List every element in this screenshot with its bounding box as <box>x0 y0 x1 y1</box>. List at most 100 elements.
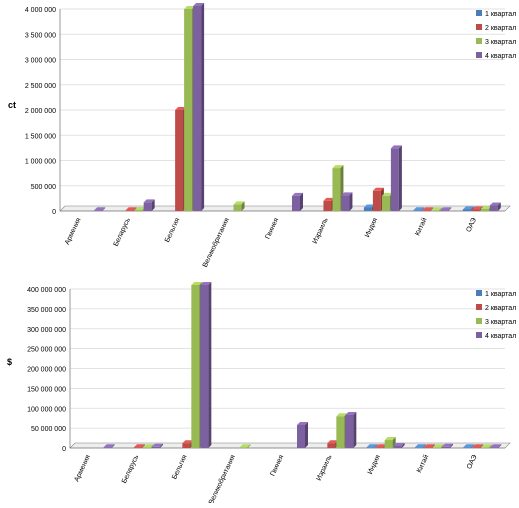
bar-side <box>398 145 402 211</box>
bar-top <box>363 204 375 208</box>
bar-side <box>498 444 502 448</box>
bar <box>345 412 357 448</box>
bar-side <box>353 412 357 448</box>
bar-front <box>431 210 440 211</box>
bar-front <box>433 447 441 448</box>
bar <box>143 199 155 211</box>
bar-top <box>381 192 393 196</box>
y-tick-label: 100 000 000 <box>27 406 66 413</box>
bar-front <box>134 209 143 211</box>
bar-top <box>415 444 426 448</box>
bar-side <box>102 207 106 211</box>
bar-side <box>432 444 435 448</box>
bar-side <box>201 2 205 211</box>
bar-front <box>384 440 393 448</box>
bar-front <box>472 447 481 448</box>
bar <box>366 444 378 448</box>
bar-side <box>151 199 155 211</box>
bar-top <box>239 444 251 448</box>
x-tick-label: Китай <box>415 453 430 474</box>
bar-top <box>413 207 425 211</box>
bar-top <box>490 444 502 448</box>
bar <box>94 207 106 211</box>
x-tick-label: Индия <box>367 454 382 476</box>
y-axis-title: $ <box>7 357 12 367</box>
legend-swatch <box>476 290 482 296</box>
bar-side <box>208 282 212 448</box>
bar <box>472 444 484 448</box>
x-tick-label: Великобритания <box>201 216 231 268</box>
bar-front <box>489 205 498 211</box>
bar <box>440 207 452 211</box>
bar-top <box>297 421 308 425</box>
bar-top <box>143 199 155 203</box>
legend-label: 1 квартал <box>485 291 516 298</box>
bar <box>490 444 502 448</box>
y-tick-label: 3 000 000 <box>25 58 56 65</box>
bar-front <box>125 210 134 211</box>
bar-top <box>390 145 402 149</box>
bar-side <box>401 443 405 448</box>
bar <box>239 444 251 448</box>
bar-top <box>182 440 194 444</box>
bar-top <box>323 197 335 201</box>
bar-side <box>160 443 163 448</box>
bar-top <box>134 206 146 210</box>
legend-label: 4 квартал <box>485 53 516 60</box>
y-tick-label: 4 000 000 <box>25 7 56 14</box>
bar-top <box>471 206 483 210</box>
bar-front <box>200 285 209 448</box>
legend-label: 3 квартал <box>485 319 516 326</box>
y-tick-label: 2 000 000 <box>25 108 56 115</box>
bar-side <box>133 207 137 211</box>
bar-front <box>480 208 489 211</box>
bar-top <box>480 205 492 209</box>
y-tick-label: 50 000 000 <box>31 426 66 433</box>
legend-swatch <box>476 38 482 44</box>
legend-swatch <box>476 10 482 16</box>
bar-front <box>424 447 432 448</box>
y-tick-label: 2 500 000 <box>25 83 56 90</box>
bar <box>125 207 137 211</box>
bar-top <box>103 444 115 448</box>
bar-top <box>143 444 154 448</box>
bar-front <box>471 209 480 211</box>
x-tick-label: Бельгия <box>164 217 182 244</box>
bar-front <box>440 210 449 211</box>
legend-label: 1 квартал <box>485 11 516 18</box>
bar-side <box>421 207 425 211</box>
bar-top <box>200 282 212 285</box>
bar-front <box>143 202 152 211</box>
chart-1: 0 500 000 1 000 000 1 500 000 2 000 000 2 500… <box>8 2 516 269</box>
bar-top <box>233 201 245 205</box>
bar-front <box>481 447 490 448</box>
bar <box>413 207 425 211</box>
bar-front <box>134 447 142 448</box>
bar-side <box>300 192 303 211</box>
legend-swatch <box>476 318 482 324</box>
bar-side <box>489 444 493 448</box>
bar-front <box>332 168 341 211</box>
chart-2: 0 50 000 000 100 000 000 150 000 000 200 000… <box>7 282 516 506</box>
bar-side <box>142 444 145 448</box>
x-tick-label: Армения <box>64 217 83 246</box>
x-tick-label: Китай <box>413 216 428 237</box>
bar <box>481 444 493 448</box>
bar <box>433 444 444 448</box>
legend-swatch <box>476 304 482 310</box>
x-tick-label: Гвинея <box>269 454 285 478</box>
bar-front <box>327 443 336 448</box>
bar-front <box>191 285 200 448</box>
bar-top <box>341 192 353 196</box>
x-tick-label: ОАЭ <box>465 217 478 233</box>
bar-top <box>384 437 396 441</box>
x-tick-label: Индия <box>364 217 379 239</box>
bar <box>422 207 434 211</box>
x-tick-label: Израиль <box>316 454 334 482</box>
bar-front <box>413 210 422 211</box>
bar-front <box>381 195 390 211</box>
bar-top <box>125 207 137 211</box>
y-tick-label: 3 500 000 <box>25 32 56 39</box>
bar-top <box>184 6 196 9</box>
bar-top <box>442 443 453 447</box>
